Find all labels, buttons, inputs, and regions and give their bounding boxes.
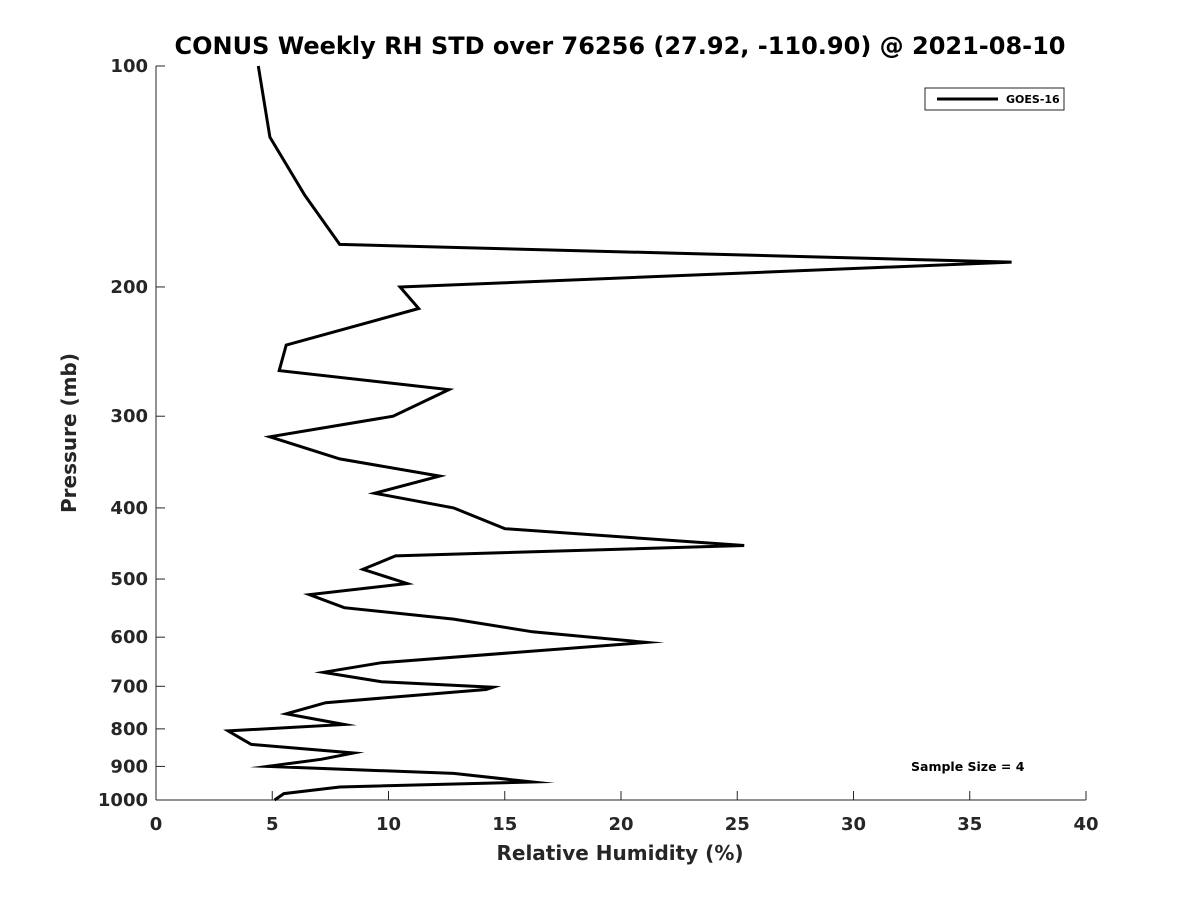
y-tick-label: 900: [110, 756, 148, 777]
y-tick-label: 600: [110, 627, 148, 648]
y-tick-label: 1000: [98, 790, 148, 811]
axes: 0 5 10 15 20 25 30 35 40 100 200 300 400 500 600 700 800…: [98, 56, 1099, 835]
y-tick-label: 700: [110, 676, 148, 697]
legend: GOES-16: [924, 87, 1065, 111]
x-tick-label: 5: [266, 814, 279, 835]
x-tick-label: 25: [725, 814, 750, 835]
y-tick-label: 800: [110, 719, 148, 740]
y-tick-label: 400: [110, 498, 148, 519]
chart-title: CONUS Weekly RH STD over 76256 (27.92, -…: [174, 32, 1065, 60]
x-tick-label: 35: [957, 814, 982, 835]
y-tick-label: 100: [110, 56, 148, 77]
series-line-goes-16: [223, 65, 1012, 802]
x-tick-label: 10: [376, 814, 401, 835]
x-tick-label: 15: [492, 814, 517, 835]
x-tick-label: 0: [150, 814, 163, 835]
x-tick-label: 40: [1073, 814, 1098, 835]
legend-label: GOES-16: [1006, 93, 1060, 106]
data-layer: [223, 65, 1012, 802]
y-tick-label: 300: [110, 406, 148, 427]
sample-size-annotation: Sample Size = 4: [911, 759, 1025, 774]
y-tick-label: 200: [110, 277, 148, 298]
y-tick-label: 500: [110, 569, 148, 590]
x-tick-label: 30: [841, 814, 866, 835]
x-tick-label: 20: [608, 814, 633, 835]
x-axis-label: Relative Humidity (%): [496, 841, 743, 865]
y-axis-label: Pressure (mb): [57, 353, 81, 513]
